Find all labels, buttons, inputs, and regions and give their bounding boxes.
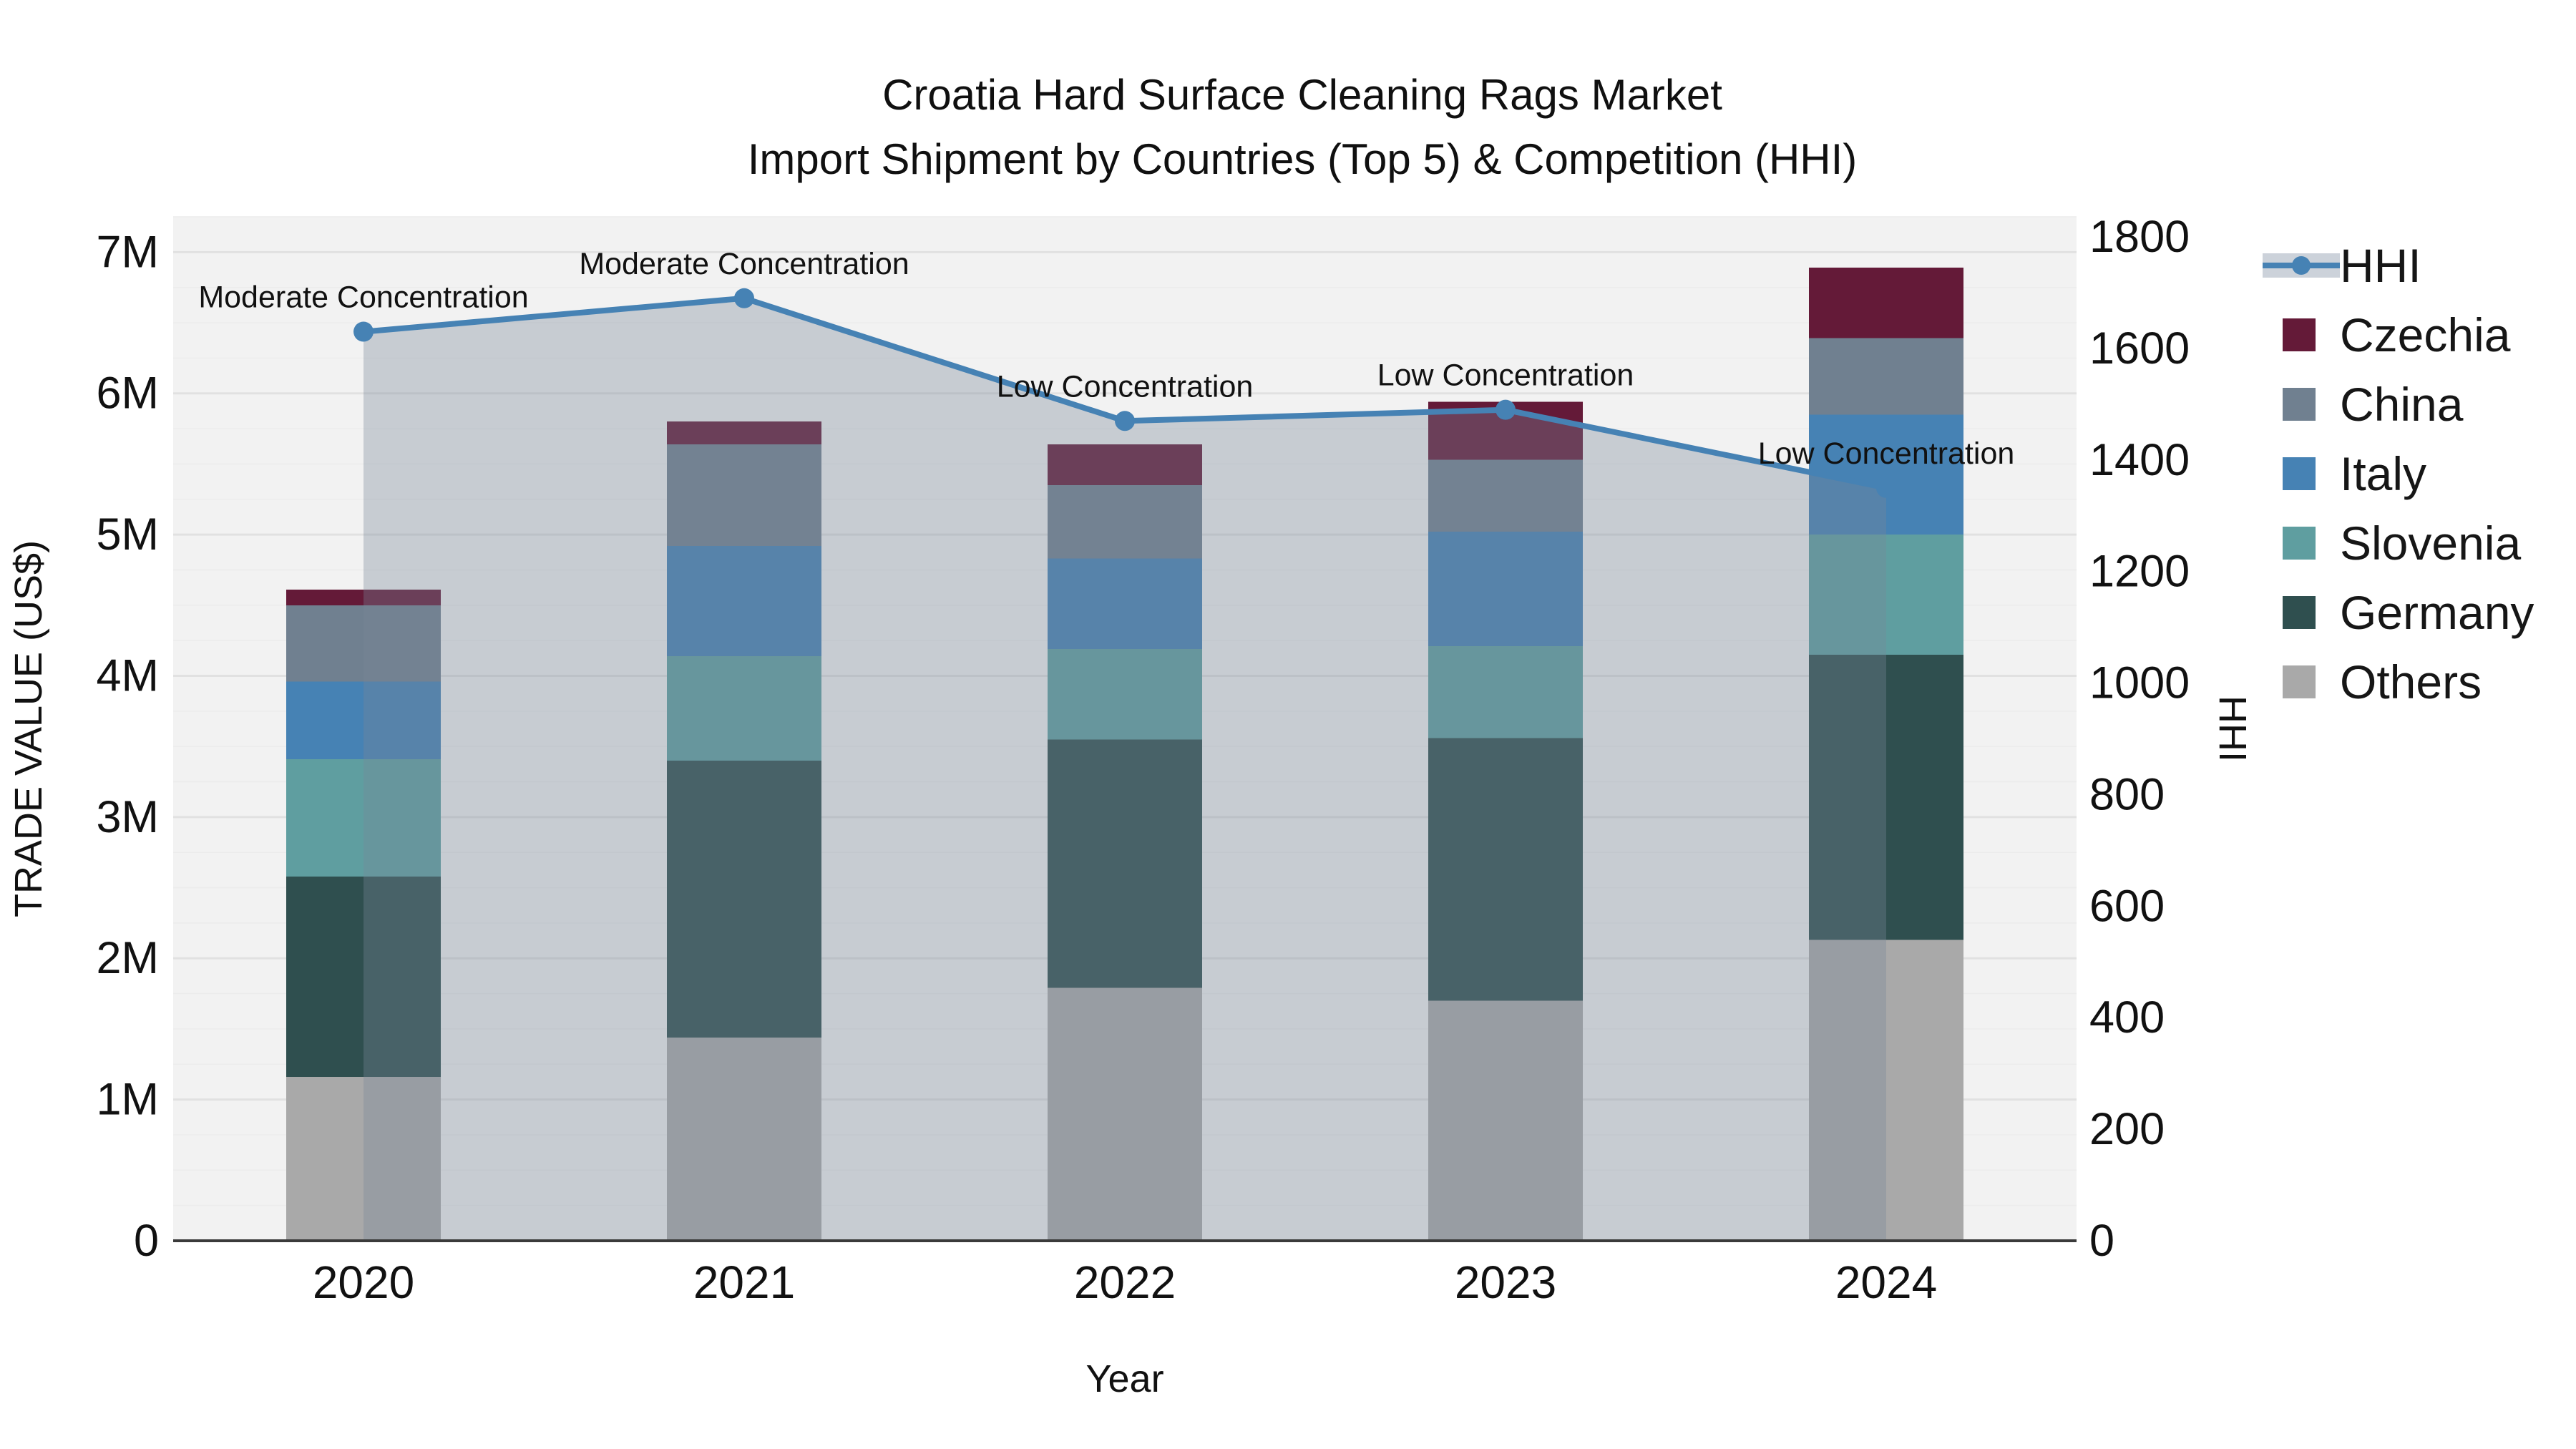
left-tick-label: 2M xyxy=(96,933,159,983)
legend-item-label: Italy xyxy=(2340,447,2427,500)
right-tick-label: 600 xyxy=(2089,881,2165,931)
legend-item-hhi[interactable]: HHI xyxy=(2263,230,2534,300)
bar-segment-others-2022 xyxy=(1048,987,1202,1241)
left-axis-ticks: 0 1M 2M 3M 4M 5M 6M 7M xyxy=(96,227,159,1266)
left-tick-label: 1M xyxy=(96,1075,159,1125)
bar-segment-italy-2020 xyxy=(286,681,441,759)
right-axis-ticks: 0 200 400 600 800 1000 1200 1400 1600 1800 xyxy=(2089,212,2190,1266)
legend-swatch-icon xyxy=(2283,665,2316,698)
legend-item-label: Others xyxy=(2340,655,2482,708)
bar-segment-others-2023 xyxy=(1428,1000,1583,1241)
bar-segment-czechia-2022 xyxy=(1048,444,1202,486)
bar-segment-slovenia-2021 xyxy=(667,655,821,761)
annotation-2024: Low Concentration xyxy=(1758,436,2015,471)
legend-swatch-icon xyxy=(2283,318,2316,351)
legend-item-label: Germany xyxy=(2340,585,2534,639)
right-tick-label: 1000 xyxy=(2089,658,2190,708)
bar-segment-germany-2022 xyxy=(1048,739,1202,988)
legend-swatch-icon xyxy=(2283,526,2316,560)
bar-segment-china-2022 xyxy=(1048,485,1202,559)
bar-segment-others-2021 xyxy=(667,1037,821,1241)
right-tick-label: 800 xyxy=(2089,769,2165,819)
annotation-2020: Moderate Concentration xyxy=(198,280,528,315)
bar-segment-czechia-2020 xyxy=(286,590,441,605)
bar-segment-slovenia-2022 xyxy=(1048,648,1202,740)
legend-item-slovenia[interactable]: Slovenia xyxy=(2263,508,2534,577)
bar-segment-china-2024 xyxy=(1809,338,1963,415)
right-tick-label: 1200 xyxy=(2089,547,2190,597)
bar-segment-slovenia-2023 xyxy=(1428,646,1583,738)
left-tick-label: 5M xyxy=(96,509,159,560)
legend: HHI Czechia China Italy Slovenia Germany Other… xyxy=(2263,230,2534,716)
chart-title-line1: Croatia Hard Surface Cleaning Rags Marke… xyxy=(882,71,1722,119)
bar-segment-germany-2024 xyxy=(1809,654,1963,940)
hhi-marker-2023 xyxy=(1496,399,1516,420)
stacked-bars xyxy=(286,268,1963,1241)
annotation-2022: Low Concentration xyxy=(997,369,1254,404)
annotation-2023: Low Concentration xyxy=(1377,358,1634,393)
bar-segment-others-2024 xyxy=(1809,940,1963,1241)
hhi-area-fill xyxy=(364,298,1886,1241)
legend-item-czechia[interactable]: Czechia xyxy=(2263,300,2534,369)
right-tick-label: 1600 xyxy=(2089,323,2190,374)
x-tick-label-2021: 2021 xyxy=(693,1257,795,1308)
left-tick-label: 4M xyxy=(96,650,159,701)
legend-item-label: Slovenia xyxy=(2340,516,2522,570)
hhi-markers xyxy=(353,288,1896,498)
right-tick-label: 1800 xyxy=(2089,212,2190,262)
x-tick-label-2020: 2020 xyxy=(313,1257,414,1308)
right-tick-label: 200 xyxy=(2089,1104,2165,1154)
left-tick-label: 7M xyxy=(96,227,159,277)
hhi-marker-2021 xyxy=(734,288,754,308)
chart-title: Croatia Hard Surface Cleaning Rags Marke… xyxy=(29,63,2576,192)
y-axis-title-left: TRADE VALUE (US$) xyxy=(7,540,50,917)
legend-item-italy[interactable]: Italy xyxy=(2263,439,2534,508)
bar-segment-italy-2022 xyxy=(1048,558,1202,649)
hhi-marker-2024 xyxy=(1876,477,1896,498)
legend-item-label: HHI xyxy=(2340,238,2421,292)
bar-segment-slovenia-2024 xyxy=(1809,535,1963,655)
legend-swatch-icon xyxy=(2283,595,2316,629)
right-tick-label: 0 xyxy=(2089,1216,2114,1266)
hhi-annotations: Moderate Concentration Moderate Concentra… xyxy=(198,247,2014,471)
left-tick-label: 3M xyxy=(96,792,159,842)
bar-segment-germany-2021 xyxy=(667,760,821,1038)
bar-segment-germany-2020 xyxy=(286,876,441,1078)
legend-item-label: China xyxy=(2340,377,2464,431)
legend-item-germany[interactable]: Germany xyxy=(2263,577,2534,647)
hhi-marker-2022 xyxy=(1115,411,1135,431)
bar-segment-slovenia-2020 xyxy=(286,758,441,877)
bar-segment-china-2020 xyxy=(286,605,441,682)
x-axis-ticks: 2020 2021 2022 2023 2024 xyxy=(313,1257,1937,1308)
right-tick-label: 400 xyxy=(2089,992,2165,1043)
x-tick-label-2024: 2024 xyxy=(1835,1257,1937,1308)
bar-segment-germany-2023 xyxy=(1428,738,1583,1001)
annotation-2021: Moderate Concentration xyxy=(579,247,909,281)
right-tick-label: 1400 xyxy=(2089,435,2190,485)
left-tick-label: 6M xyxy=(96,369,159,419)
x-axis-title: Year xyxy=(1085,1357,1163,1400)
x-tick-label-2023: 2023 xyxy=(1455,1257,1556,1308)
legend-item-label: Czechia xyxy=(2340,308,2511,361)
bar-segment-italy-2023 xyxy=(1428,532,1583,647)
x-tick-label-2022: 2022 xyxy=(1074,1257,1176,1308)
legend-swatch-icon xyxy=(2283,457,2316,490)
hhi-marker-2020 xyxy=(353,321,374,342)
left-tick-label: 0 xyxy=(134,1216,159,1266)
bar-segment-czechia-2021 xyxy=(667,421,821,444)
chart-title-line2: Import Shipment by Countries (Top 5) & C… xyxy=(747,135,1858,183)
bar-segment-czechia-2024 xyxy=(1809,268,1963,338)
bar-segment-china-2023 xyxy=(1428,459,1583,532)
legend-swatch-icon xyxy=(2283,387,2316,421)
legend-item-china[interactable]: China xyxy=(2263,369,2534,439)
bar-segment-china-2021 xyxy=(667,444,821,546)
bar-segment-italy-2021 xyxy=(667,545,821,656)
y-axis-title-right: HHI xyxy=(2211,696,2254,762)
bar-segment-others-2020 xyxy=(286,1077,441,1241)
hhi-legend-sample-icon xyxy=(2263,249,2340,282)
legend-item-others[interactable]: Others xyxy=(2263,647,2534,716)
